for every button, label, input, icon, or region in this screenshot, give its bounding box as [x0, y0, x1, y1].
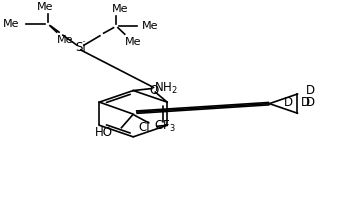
Text: O: O [149, 84, 158, 97]
Text: Me: Me [36, 2, 53, 12]
Text: D: D [306, 84, 315, 97]
Text: Me: Me [3, 19, 19, 29]
Text: Si: Si [75, 41, 86, 54]
Text: D: D [284, 96, 293, 109]
Text: CF$_3$: CF$_3$ [154, 119, 175, 134]
Text: HO: HO [95, 126, 113, 139]
Text: Me: Me [142, 21, 158, 31]
Text: Me: Me [125, 37, 141, 47]
Text: Me: Me [111, 4, 128, 14]
Text: Cl: Cl [139, 121, 150, 134]
Text: NH$_2$: NH$_2$ [154, 81, 177, 96]
Text: D: D [306, 96, 315, 109]
Text: D: D [301, 96, 310, 109]
Text: Me: Me [57, 35, 73, 45]
